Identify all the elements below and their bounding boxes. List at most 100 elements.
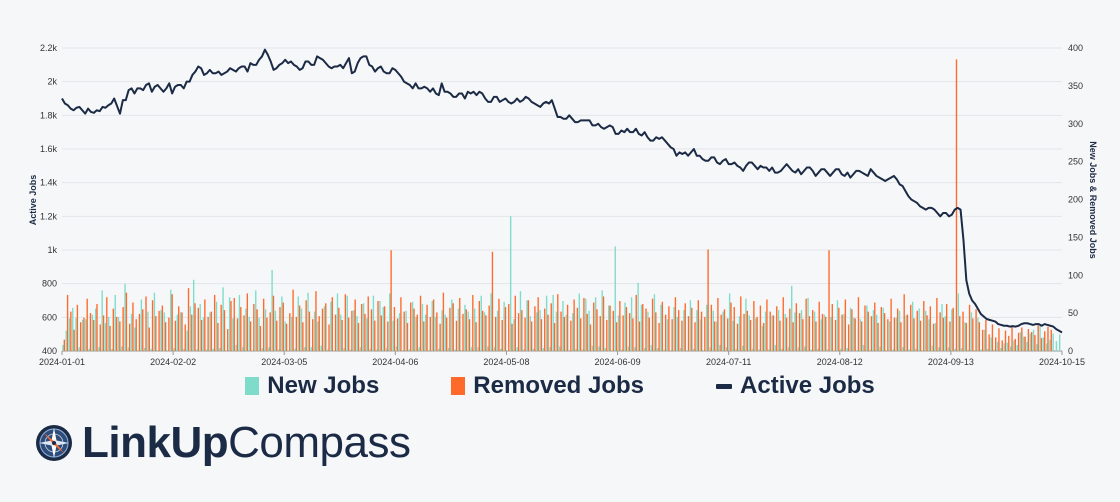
new-jobs-bar <box>585 298 587 351</box>
removed-jobs-bar <box>625 307 628 351</box>
removed-jobs-bar <box>782 297 784 351</box>
new-jobs-bar <box>980 349 982 351</box>
removed-jobs-bar <box>217 322 219 351</box>
new-jobs-bar <box>742 345 744 351</box>
new-jobs-bar <box>340 314 342 351</box>
removed-jobs-bar <box>1050 329 1052 351</box>
removed-jobs-bar <box>269 312 271 351</box>
new-jobs-bar <box>911 301 914 351</box>
new-jobs-bar <box>591 345 594 351</box>
removed-jobs-bar <box>743 313 745 351</box>
removed-jobs-bar <box>194 303 196 351</box>
removed-jobs-bar <box>746 310 749 351</box>
removed-jobs-bar <box>534 306 536 351</box>
new-jobs-bar <box>1023 336 1025 351</box>
removed-jobs-bar <box>995 337 997 351</box>
new-jobs-bar <box>686 350 688 351</box>
compass-icon <box>36 425 72 461</box>
removed-jobs-bar <box>932 323 935 351</box>
new-jobs-bar <box>709 347 711 351</box>
removed-jobs-bar <box>749 319 752 351</box>
removed-jobs-bar <box>318 316 320 351</box>
removed-jobs-bar <box>132 302 134 351</box>
removed-jobs-bar <box>570 320 572 351</box>
removed-jobs-bar <box>253 304 255 351</box>
removed-jobs-bar <box>936 297 938 351</box>
legend-label-removed-jobs: Removed Jobs <box>473 372 645 399</box>
removed-jobs-bar <box>691 307 693 351</box>
new-jobs-bar <box>715 321 718 351</box>
new-jobs-bar <box>751 348 754 351</box>
removed-jobs-bar <box>73 329 75 351</box>
new-jobs-bar <box>977 317 979 351</box>
new-jobs-bar <box>608 305 610 351</box>
new-jobs-bar <box>1000 347 1002 351</box>
new-jobs-bar <box>81 319 84 351</box>
legend: New Jobs Removed Jobs Active Jobs <box>0 372 1120 400</box>
removed-jobs-bar <box>256 309 258 351</box>
new-jobs-bar <box>967 349 969 351</box>
new-jobs-bar <box>189 306 192 351</box>
removed-jobs-bar <box>991 324 994 351</box>
removed-jobs-bar <box>717 297 719 351</box>
removed-jobs-bar <box>854 318 856 351</box>
removed-jobs-bar <box>769 311 771 351</box>
new-jobs-bar <box>663 349 665 351</box>
removed-jobs-bar <box>455 320 458 351</box>
new-jobs-bar <box>869 349 871 351</box>
removed-jobs-bars <box>63 59 1052 352</box>
removed-jobs-bar <box>929 306 932 351</box>
removed-jobs-bar <box>903 294 905 351</box>
new-jobs-bar <box>640 304 643 351</box>
removed-jobs-bar <box>406 322 409 351</box>
removed-jobs-bar <box>844 299 847 351</box>
new-jobs-bar <box>755 318 757 351</box>
new-jobs-bar <box>630 297 633 351</box>
removed-jobs-bar <box>668 306 670 351</box>
removed-jobs-bar <box>364 313 366 351</box>
removed-jobs-bar <box>390 250 392 351</box>
removed-jobs-bar <box>972 318 974 351</box>
removed-jobs-bar <box>720 314 722 351</box>
removed-jobs-bar <box>164 322 167 351</box>
new-jobs-bar <box>882 307 884 351</box>
y-left-tick-label: 2k <box>47 77 57 87</box>
new-jobs-bar <box>823 314 826 351</box>
removed-jobs-bar <box>952 307 954 351</box>
removed-jobs-bar <box>370 309 373 351</box>
legend-item-active-jobs: Active Jobs <box>716 372 875 400</box>
y-right-tick-label: 100 <box>1068 270 1083 280</box>
removed-jobs-bar <box>161 305 164 351</box>
new-jobs-bar <box>830 316 832 351</box>
removed-jobs-bar <box>890 298 892 351</box>
new-jobs-bar <box>578 293 580 351</box>
removed-jobs-bar <box>566 304 569 351</box>
removed-jobs-bar <box>642 304 644 351</box>
removed-jobs-bar <box>606 319 608 351</box>
new-jobs-bar <box>297 296 299 351</box>
removed-jobs-bar <box>599 316 601 351</box>
new-jobs-bar <box>941 304 943 351</box>
removed-jobs-bar <box>361 304 363 351</box>
new-jobs-bar <box>392 320 394 351</box>
removed-jobs-bar <box>593 302 595 351</box>
new-jobs-bar <box>908 349 911 351</box>
removed-jobs-bar <box>579 318 582 351</box>
legend-item-removed-jobs: Removed Jobs <box>451 372 644 400</box>
new-jobs-bar <box>474 308 476 351</box>
removed-jobs-bar <box>462 313 464 351</box>
new-jobs-bar <box>94 308 97 351</box>
new-jobs-bar <box>460 350 463 351</box>
removed-jobs-bar <box>429 316 432 351</box>
removed-jobs-bar <box>828 250 830 351</box>
new-jobs-bar <box>810 349 812 351</box>
removed-jobs-bar <box>70 311 72 351</box>
removed-jobs-bar <box>537 297 539 351</box>
new-jobs-bar <box>536 312 538 351</box>
removed-jobs-bar <box>563 316 566 351</box>
new-jobs-bar <box>143 347 146 351</box>
new-jobs-bar <box>157 350 159 351</box>
new-jobs-bar <box>588 310 590 351</box>
x-tick-label: 2024-02-02 <box>150 357 196 367</box>
new-jobs-bar <box>300 308 303 351</box>
